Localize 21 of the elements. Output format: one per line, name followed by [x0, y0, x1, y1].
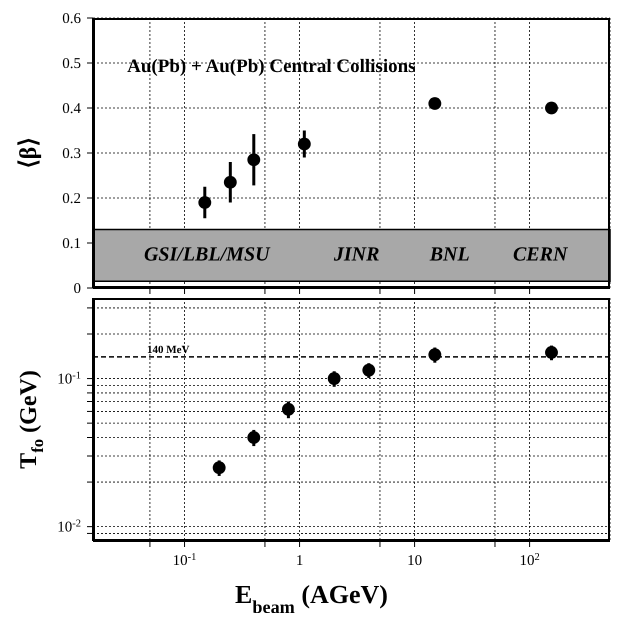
x-tick-label: 10$^{-1}$ [172, 552, 196, 569]
y-tick-label: 0 [74, 281, 81, 297]
ref-line-label: 140 MeV [147, 344, 190, 356]
y-tick-label: 0.4 [62, 101, 82, 117]
annotation: JINR [334, 244, 380, 267]
x-axis-title: E$_{beam}$ (AGeV) [235, 580, 388, 617]
y-tick-label: 0.3 [62, 146, 81, 162]
y-tick-label: 0.2 [62, 191, 81, 207]
text: Au(Pb) + Au(Pb) Central Collisions [127, 56, 416, 78]
y-tick-label: 0.5 [62, 56, 81, 72]
annotation: GSI/LBL/MSU [144, 244, 270, 267]
x-tick-label: 1 [296, 553, 304, 569]
annotation: BNL [430, 244, 470, 267]
y-tick-label: 0.1 [62, 236, 81, 252]
x-tick-label: 10$^{2}$ [519, 552, 540, 569]
y-tick-label: 0.6 [62, 11, 82, 27]
y-tick-label: 10$^{-1}$ [57, 370, 81, 388]
x-tick-label: 10 [407, 553, 422, 569]
y-axis-title: ⟨β⟩ [16, 138, 42, 168]
y-tick-label: 10$^{-2}$ [57, 518, 81, 536]
annotation: CERN [512, 244, 568, 267]
